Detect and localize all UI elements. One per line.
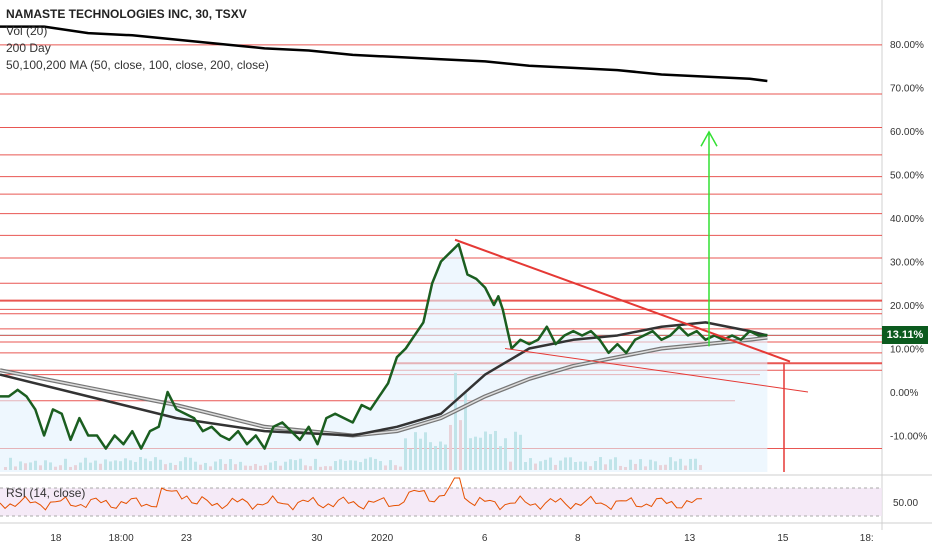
rsi-band xyxy=(0,488,882,516)
legend-ma[interactable]: 50,100,200 MA (50, close, 100, close, 20… xyxy=(6,58,269,72)
y-tick-label: -10.00% xyxy=(890,432,927,443)
black-step-line xyxy=(0,25,768,83)
ma-dark-line xyxy=(0,321,768,437)
y-tick-label: 10.00% xyxy=(890,345,924,356)
last-price-tag: 13.11% xyxy=(882,326,928,344)
x-tick-label: 30 xyxy=(311,533,323,544)
ma-grey-inner xyxy=(0,336,768,437)
y-tick-label: 0.00% xyxy=(890,388,918,399)
price-line xyxy=(0,242,768,450)
target-arrow-head xyxy=(700,130,718,147)
legend-200-day[interactable]: 200 Day xyxy=(6,41,51,55)
chart-legend: NAMASTE TECHNOLOGIES INC, 30, TSXV Vol (… xyxy=(6,6,269,74)
y-tick-label: 20.00% xyxy=(890,301,924,312)
y-tick-label: 60.00% xyxy=(890,127,924,138)
descending-trendline xyxy=(454,238,791,363)
x-tick-label: 15 xyxy=(777,533,789,544)
y-tick-label: 30.00% xyxy=(890,258,924,269)
lower-trendline xyxy=(504,348,809,393)
x-tick-label: 2020 xyxy=(371,533,394,544)
legend-vol[interactable]: Vol (20) xyxy=(6,24,48,38)
y-tick-label: 40.00% xyxy=(890,214,924,225)
x-tick-label: 18:00 xyxy=(109,533,134,544)
y-tick-label: 50.00% xyxy=(890,171,924,182)
rsi-line xyxy=(0,477,702,511)
y-tick-label: 70.00% xyxy=(890,84,924,95)
x-tick-label: 6 xyxy=(482,533,488,544)
rsi-legend[interactable]: RSI (14, close) xyxy=(6,486,86,500)
x-tick-label: 8 xyxy=(575,533,581,544)
x-tick-label: 18: xyxy=(860,533,874,544)
symbol-title[interactable]: NAMASTE TECHNOLOGIES INC, 30, TSXV xyxy=(6,7,247,21)
y-tick-label: 80.00% xyxy=(890,40,924,51)
x-tick-label: 13 xyxy=(684,533,696,544)
x-tick-label: 18 xyxy=(50,533,62,544)
x-tick-label: 23 xyxy=(181,533,193,544)
price-area xyxy=(0,244,768,472)
rsi-tick-label: 50.00 xyxy=(893,498,918,509)
